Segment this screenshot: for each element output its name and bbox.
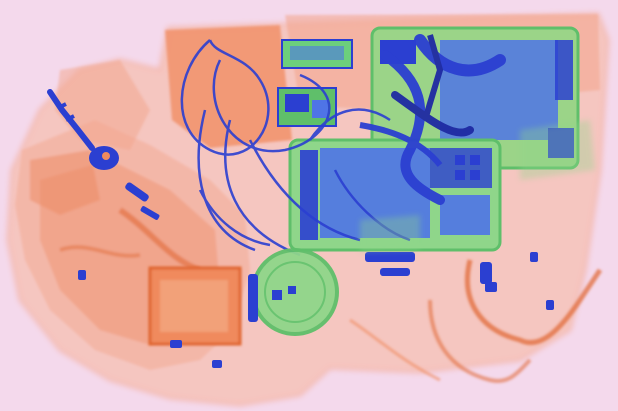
mixed-material-areas [360,120,595,252]
key [47,89,119,170]
bolts-and-screws [78,182,554,368]
cable-bundle-core [359,34,506,205]
strap-right [349,259,603,383]
cable-bundle [180,39,411,257]
small-box [148,266,242,346]
round-container [251,248,339,336]
circuit-module-top [277,39,353,127]
